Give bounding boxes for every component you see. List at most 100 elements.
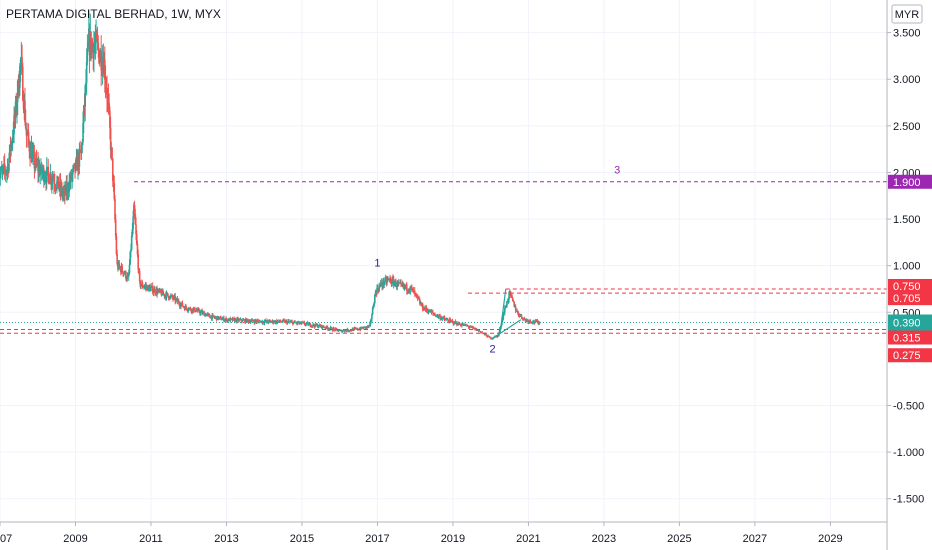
candle-body [51,181,53,183]
candle-body [137,254,140,270]
candle-body [0,168,2,175]
x-tick-label: 2007 [0,533,12,545]
candle-body [33,153,36,169]
candle-body [506,301,509,302]
price-label-0315: 0.315 [893,333,921,345]
candle-body [297,322,300,324]
candle-body [530,321,532,323]
candle-body [514,306,517,311]
candle-body [303,322,306,325]
candle-body [74,159,77,171]
price-axis: 3.5003.0002.5002.0001.5001.0000.500-0.50… [887,28,924,506]
candle-body [78,149,81,168]
grid [0,0,887,522]
candle-body [112,180,115,184]
candle-body [421,304,424,310]
current-price-label: 0.390 [893,318,921,330]
candle-body [467,326,470,328]
candle-body [538,323,540,325]
candle-body [278,320,281,322]
candle-body [527,321,530,323]
candle-body [277,321,280,323]
candle-body [333,328,335,330]
candle-body [373,303,375,307]
x-tick-label: 2025 [667,533,691,545]
candle-body [370,319,373,322]
candle-body [472,327,475,329]
candle-body [212,315,215,317]
candle-body [5,172,7,174]
y-tick-label: 3.500 [893,28,921,40]
candle-body [356,328,359,330]
candle-body [48,173,50,184]
candle-body [208,314,211,317]
candle-body [168,298,171,300]
candle-body [534,320,537,323]
candle-body [178,303,181,306]
candle-body [194,311,197,313]
candle-body [167,296,170,299]
candle-body [159,289,162,292]
candle-body [192,308,195,312]
candle-body [410,286,412,288]
candle-body [217,317,220,320]
candle-body [317,326,320,328]
candle-body [503,312,505,315]
candle-body [0,168,3,170]
candle-body [188,308,190,310]
candle-body [508,292,510,300]
candle-body [149,287,152,291]
candle-body [246,319,248,323]
price-label-0705: 0.705 [893,293,921,305]
candle-body [380,282,383,285]
candle-body [16,102,18,112]
candle-body [332,328,335,331]
candle-body [122,271,124,274]
candle-body [8,157,10,172]
candle-body [98,57,101,63]
candle-body [307,323,310,326]
candle-body [432,313,435,314]
candle-body [31,153,34,162]
candle-body [266,320,269,322]
candle-body [111,158,114,181]
candle-body [294,321,296,323]
candle-body [322,325,325,327]
candle-body [3,163,6,170]
candle-body [479,330,481,332]
candle-body [517,311,519,314]
candle-body [240,319,243,321]
candle-body [90,42,93,53]
candle-body [337,330,340,332]
candle-body [272,320,275,323]
candle-body [386,279,388,283]
currency-label[interactable]: MYR [895,9,920,21]
candle-body [521,317,523,319]
candle-body [487,335,490,337]
candle-body [305,323,307,325]
candle-body [269,320,272,322]
candle-body [456,322,458,325]
candle-body [138,270,141,282]
candle-body [79,149,81,151]
candle-body [62,191,65,194]
price-label-0705-bg [888,291,932,306]
candle-body [334,328,337,331]
x-tick-label: 2029 [818,533,842,545]
candle-body [477,329,479,331]
candle-body [51,178,54,182]
candle-body [497,335,500,337]
currency-button[interactable] [891,4,923,24]
candle-body [135,234,138,245]
candle-body [19,65,21,88]
candle-body [25,128,28,136]
candle-body [135,224,137,235]
candle-body [454,321,457,324]
price-label-1900-bg [888,174,932,189]
candle-body [411,287,413,289]
candle-body [132,216,134,230]
candle-body [459,324,462,326]
candle-body [537,320,539,324]
candle-body [469,327,471,328]
